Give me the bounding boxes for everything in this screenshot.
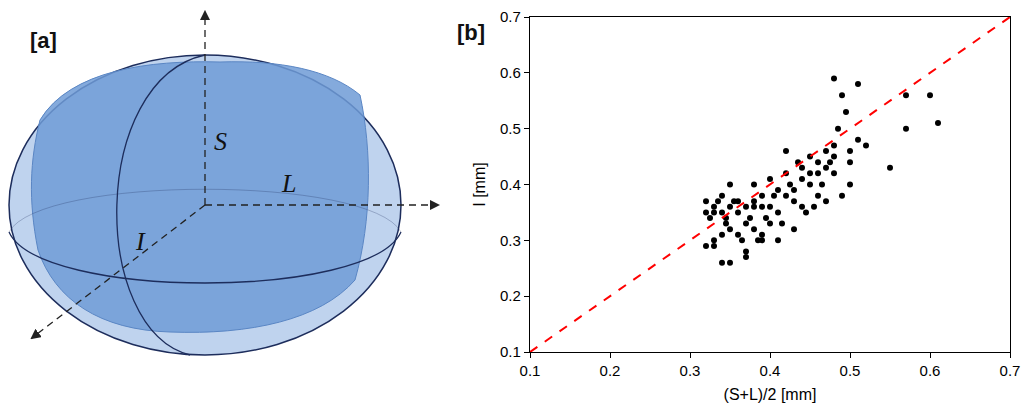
svg-text:0.6: 0.6 xyxy=(920,362,941,379)
svg-text:0.4: 0.4 xyxy=(760,362,781,379)
svg-text:0.5: 0.5 xyxy=(840,362,861,379)
svg-text:L: L xyxy=(281,169,296,198)
svg-text:[b]: [b] xyxy=(457,20,485,45)
svg-text:0.1: 0.1 xyxy=(520,362,541,379)
svg-text:0.7: 0.7 xyxy=(500,8,521,25)
svg-text:0.3: 0.3 xyxy=(500,232,521,249)
svg-text:S: S xyxy=(214,127,227,156)
svg-text:0.7: 0.7 xyxy=(1000,362,1021,379)
svg-text:I: I xyxy=(135,227,146,256)
svg-text:0.4: 0.4 xyxy=(500,176,521,193)
svg-text:0.5: 0.5 xyxy=(500,120,521,137)
svg-text:0.2: 0.2 xyxy=(600,362,621,379)
svg-text:0.3: 0.3 xyxy=(680,362,701,379)
svg-text:0.6: 0.6 xyxy=(500,64,521,81)
svg-text:(S+L)/2 [mm]: (S+L)/2 [mm] xyxy=(724,386,817,403)
svg-text:I [mm]: I [mm] xyxy=(471,162,488,206)
svg-text:[a]: [a] xyxy=(30,28,57,53)
svg-text:0.2: 0.2 xyxy=(500,287,521,304)
svg-text:0.1: 0.1 xyxy=(500,343,521,360)
